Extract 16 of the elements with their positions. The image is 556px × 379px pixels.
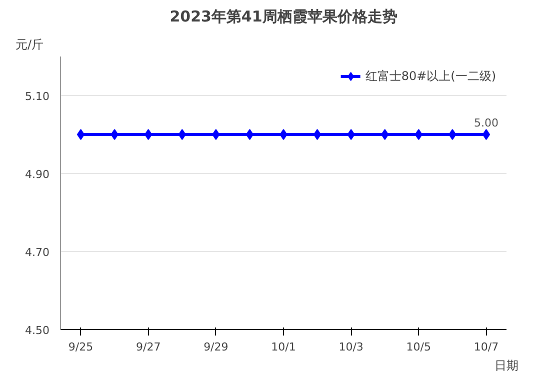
x-tick-label: 9/29 xyxy=(204,340,228,354)
y-tick-label: 4.70 xyxy=(25,246,50,259)
x-tick-label: 10/3 xyxy=(338,340,364,354)
y-tick-label: 4.90 xyxy=(25,168,50,181)
x-tick-label: 10/5 xyxy=(406,340,432,354)
y-tick-label: 4.50 xyxy=(25,324,50,337)
data-label: 5.00 xyxy=(474,116,498,130)
x-axis-title: 日期 xyxy=(494,358,518,372)
y-tick-label: 5.10 xyxy=(25,90,50,103)
x-tick-label: 10/1 xyxy=(271,340,296,354)
x-tick-label: 9/25 xyxy=(68,340,94,354)
legend-label: 红富士80#以上(一二级) xyxy=(365,68,496,84)
chart-title: 2023年第41周栖霞苹果价格走势 xyxy=(170,8,398,26)
y-axis-title: 元/斤 xyxy=(16,38,44,52)
x-tick-label: 9/27 xyxy=(136,340,161,354)
x-tick-label: 10/7 xyxy=(474,340,499,354)
